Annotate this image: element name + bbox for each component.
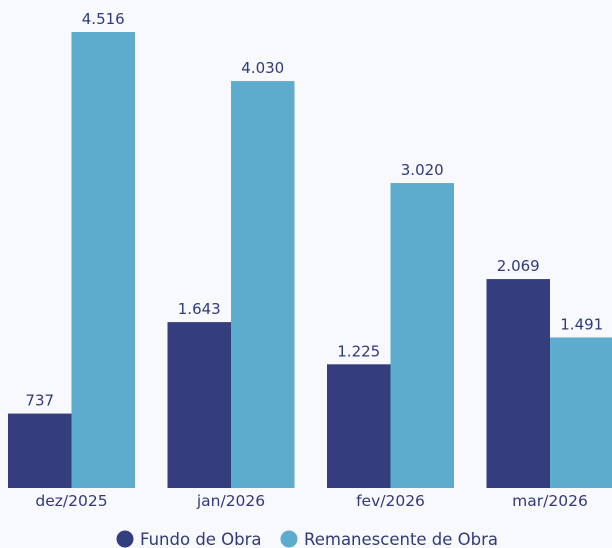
bar-fundo-2 [327, 364, 391, 488]
data-label: 4.516 [82, 10, 125, 28]
x-tick-label: jan/2026 [196, 492, 265, 510]
bar-remanescente-2 [390, 183, 454, 489]
bar-fundo-0 [8, 413, 72, 488]
bar-remanescente-0 [71, 32, 135, 488]
legend-marker [280, 530, 298, 548]
legend-marker [116, 530, 134, 548]
legend-label: Remanescente de Obra [304, 530, 498, 548]
bar-remanescente-1 [231, 81, 295, 488]
data-label: 2.069 [497, 257, 540, 275]
data-label: 737 [25, 392, 54, 410]
bar-remanescente-3 [550, 337, 612, 488]
data-label: 1.643 [178, 300, 221, 318]
x-tick-label: fev/2026 [356, 492, 425, 510]
data-label: 4.030 [241, 59, 284, 77]
x-tick-label: dez/2025 [35, 492, 107, 510]
bar-fundo-1 [167, 322, 231, 488]
data-label: 3.020 [401, 161, 444, 179]
x-tick-label: mar/2026 [512, 492, 588, 510]
legend-label: Fundo de Obra [140, 530, 262, 548]
bar-fundo-3 [486, 279, 550, 488]
data-label: 1.491 [560, 315, 603, 333]
data-label: 1.225 [337, 342, 380, 360]
